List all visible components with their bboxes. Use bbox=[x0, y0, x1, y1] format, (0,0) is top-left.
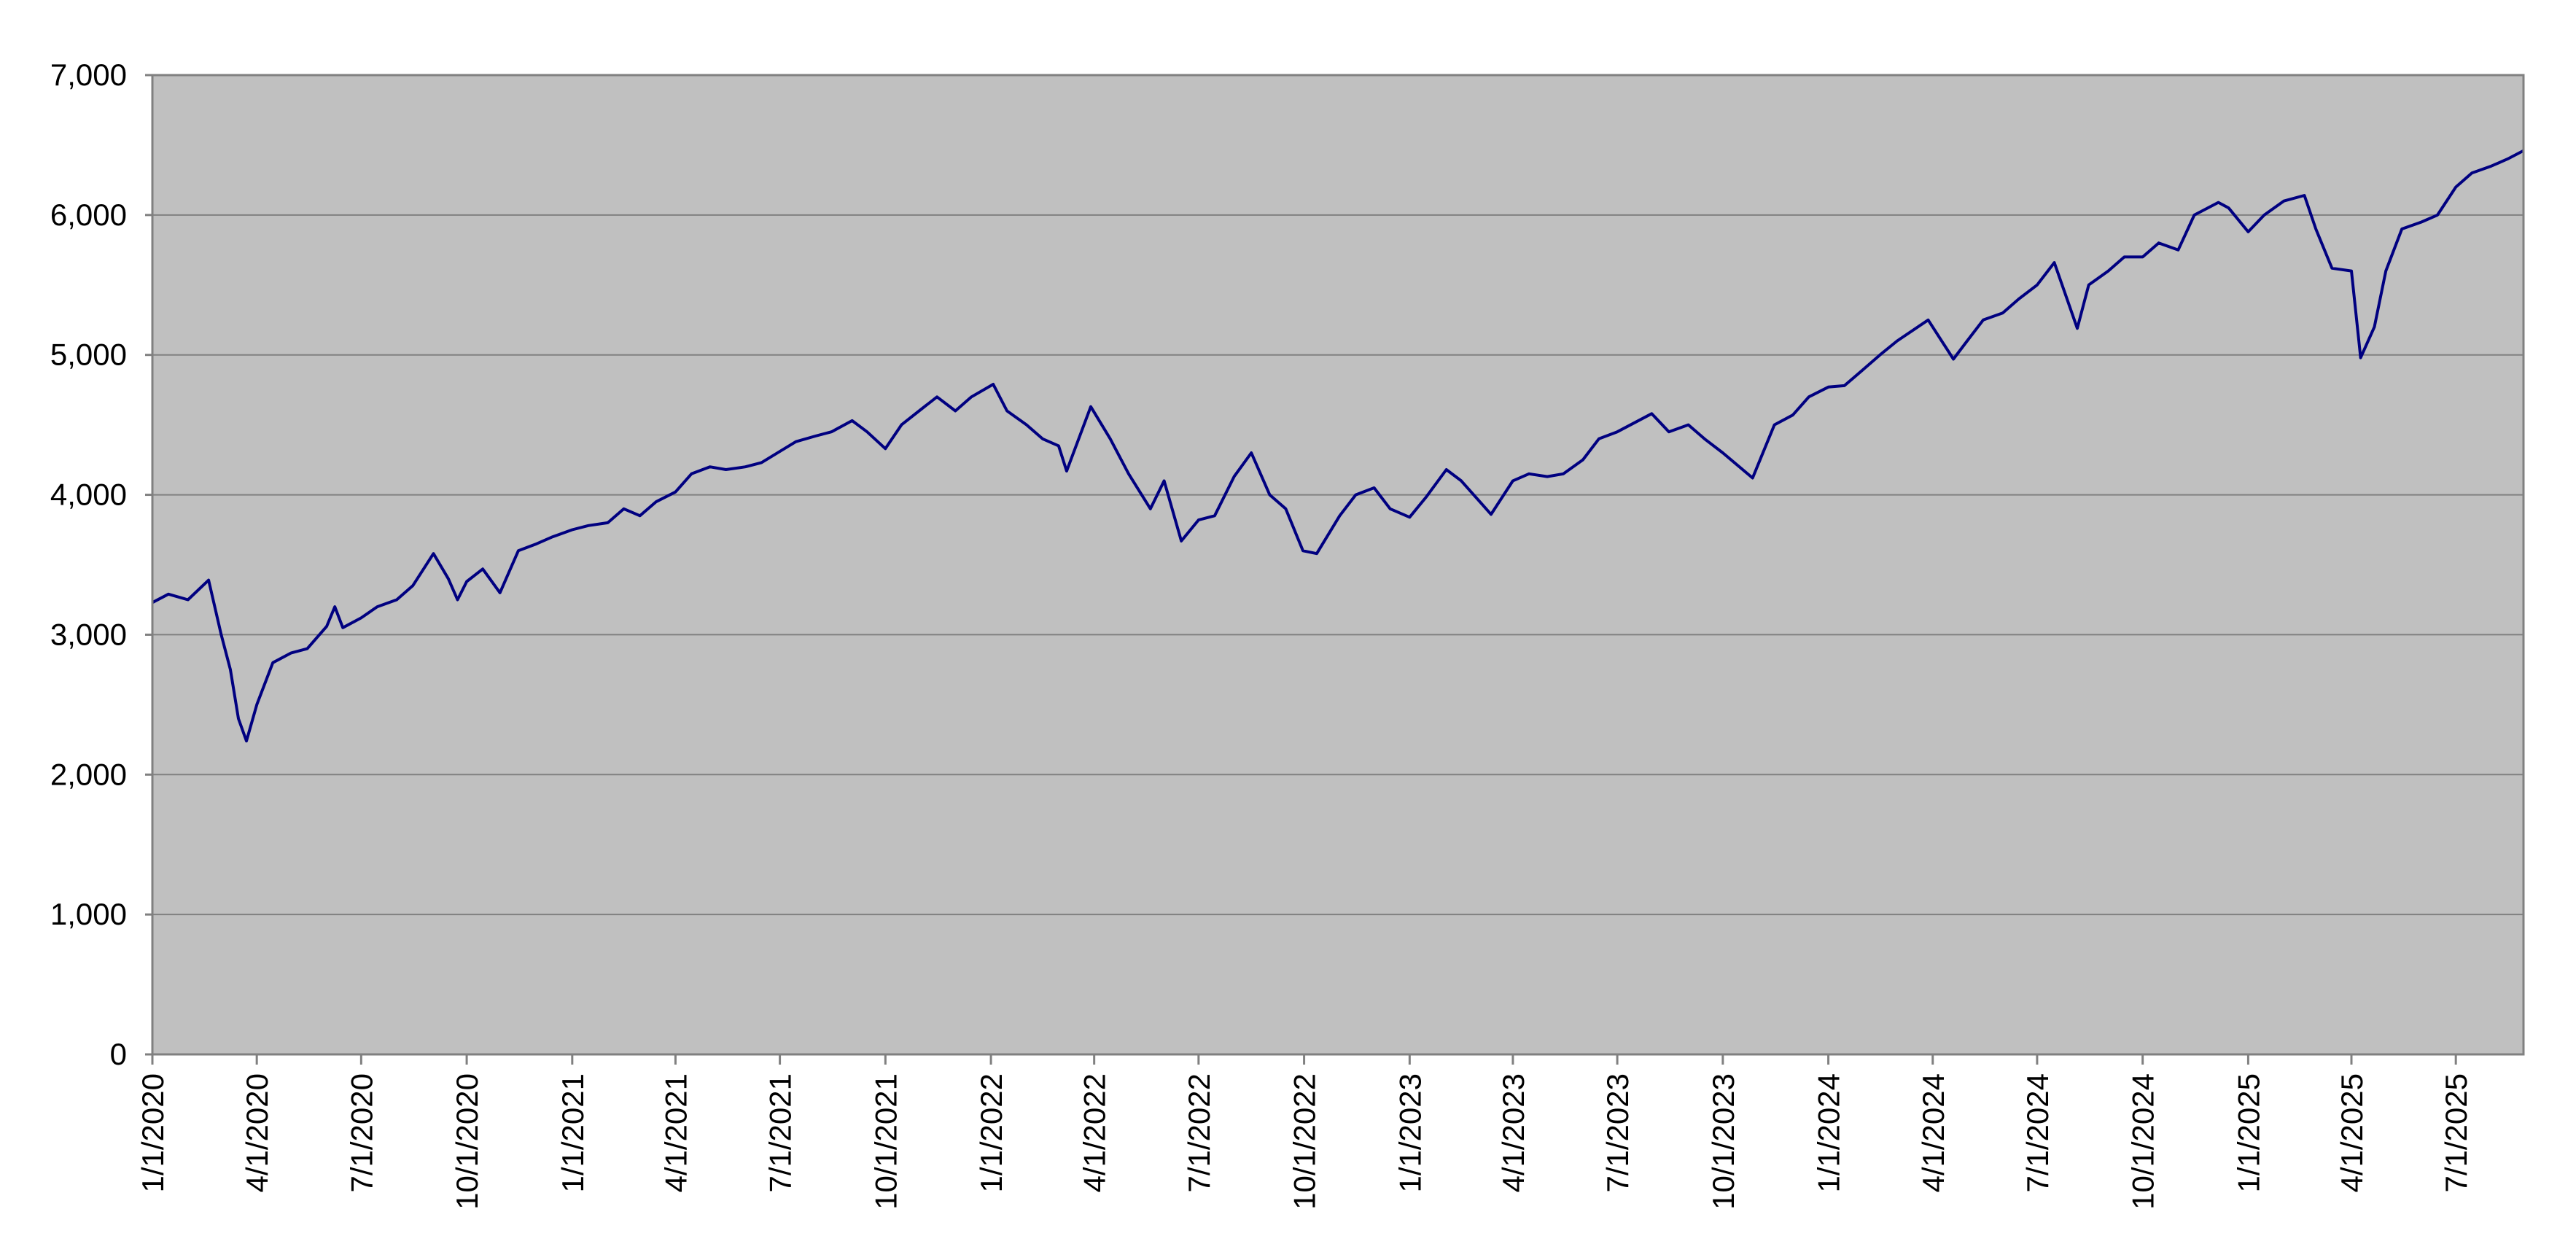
x-tick-label: 4/1/2021 bbox=[658, 1073, 693, 1193]
y-tick-label: 1,000 bbox=[50, 897, 127, 931]
y-tick-label: 2,000 bbox=[50, 757, 127, 791]
x-tick-label: 1/1/2024 bbox=[1812, 1073, 1846, 1193]
y-tick-label: 3,000 bbox=[50, 617, 127, 651]
x-tick-label: 10/1/2023 bbox=[1706, 1073, 1740, 1210]
x-tick-label: 1/1/2021 bbox=[556, 1073, 590, 1193]
x-tick-label: 1/1/2025 bbox=[2231, 1073, 2265, 1193]
x-tick-label: 7/1/2024 bbox=[2020, 1073, 2055, 1193]
plot-border bbox=[151, 74, 2525, 1056]
y-tick-label: 7,000 bbox=[50, 58, 127, 92]
gridlines bbox=[152, 214, 2524, 916]
x-axis-ticks: 1/1/2020 4/1/2020 7/1/2020 10/1/2020 1/1/202… bbox=[136, 1054, 2473, 1210]
x-tick-label: 4/1/2025 bbox=[2335, 1073, 2369, 1193]
y-axis-ticks: 0 1,000 2,000 3,000 4,000 5,000 6,000 7,000 bbox=[50, 58, 152, 1071]
x-tick-label: 7/1/2022 bbox=[1182, 1073, 1216, 1193]
x-tick-label: 7/1/2025 bbox=[2439, 1073, 2473, 1193]
y-tick-label: 0 bbox=[110, 1037, 127, 1071]
x-tick-label: 4/1/2023 bbox=[1496, 1073, 1530, 1193]
x-tick-label: 1/1/2023 bbox=[1393, 1073, 1427, 1193]
x-tick-label: 4/1/2022 bbox=[1078, 1073, 1112, 1193]
x-tick-label: 7/1/2023 bbox=[1600, 1073, 1635, 1193]
y-tick-label: 4,000 bbox=[50, 478, 127, 512]
x-tick-label: 7/1/2021 bbox=[763, 1073, 798, 1193]
x-tick-label: 10/1/2024 bbox=[2126, 1073, 2160, 1210]
y-tick-label: 5,000 bbox=[50, 338, 127, 372]
x-tick-label: 4/1/2020 bbox=[240, 1073, 274, 1193]
x-tick-label: 1/1/2022 bbox=[974, 1073, 1008, 1193]
y-tick-label: 6,000 bbox=[50, 198, 127, 232]
x-tick-label: 10/1/2021 bbox=[868, 1073, 903, 1210]
x-tick-label: 10/1/2020 bbox=[450, 1073, 484, 1210]
x-tick-label: 10/1/2022 bbox=[1288, 1073, 1322, 1210]
x-tick-label: 4/1/2024 bbox=[1916, 1073, 1950, 1193]
plot-area bbox=[152, 75, 2524, 1054]
x-tick-label: 1/1/2020 bbox=[136, 1073, 170, 1193]
series-line bbox=[152, 149, 2524, 743]
x-tick-label: 7/1/2020 bbox=[344, 1073, 378, 1193]
